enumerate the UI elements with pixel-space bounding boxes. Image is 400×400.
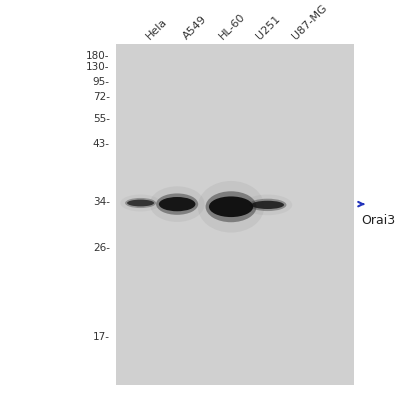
Text: 17-: 17- (93, 332, 110, 342)
Ellipse shape (127, 200, 154, 206)
Text: 130-: 130- (86, 62, 110, 72)
Text: Orai3: Orai3 (361, 214, 395, 227)
Text: A549: A549 (181, 14, 208, 42)
Ellipse shape (251, 201, 284, 209)
Text: 180-: 180- (86, 50, 110, 60)
Text: U251: U251 (254, 14, 282, 42)
Ellipse shape (249, 199, 286, 211)
Text: 55-: 55- (93, 114, 110, 124)
Ellipse shape (209, 196, 253, 217)
Text: 26-: 26- (93, 243, 110, 253)
Text: Hela: Hela (144, 17, 169, 42)
Ellipse shape (150, 186, 204, 222)
Ellipse shape (243, 194, 292, 215)
Text: 43-: 43- (93, 139, 110, 149)
FancyBboxPatch shape (116, 44, 354, 385)
Text: HL-60: HL-60 (218, 12, 248, 42)
Text: 72-: 72- (93, 92, 110, 102)
Ellipse shape (198, 181, 264, 232)
Text: 95-: 95- (93, 77, 110, 87)
Ellipse shape (120, 194, 161, 212)
Text: 34-: 34- (93, 197, 110, 207)
Ellipse shape (125, 198, 156, 208)
Ellipse shape (159, 197, 196, 211)
Ellipse shape (206, 191, 256, 222)
Ellipse shape (156, 194, 198, 215)
Text: U87-MG: U87-MG (291, 3, 329, 42)
